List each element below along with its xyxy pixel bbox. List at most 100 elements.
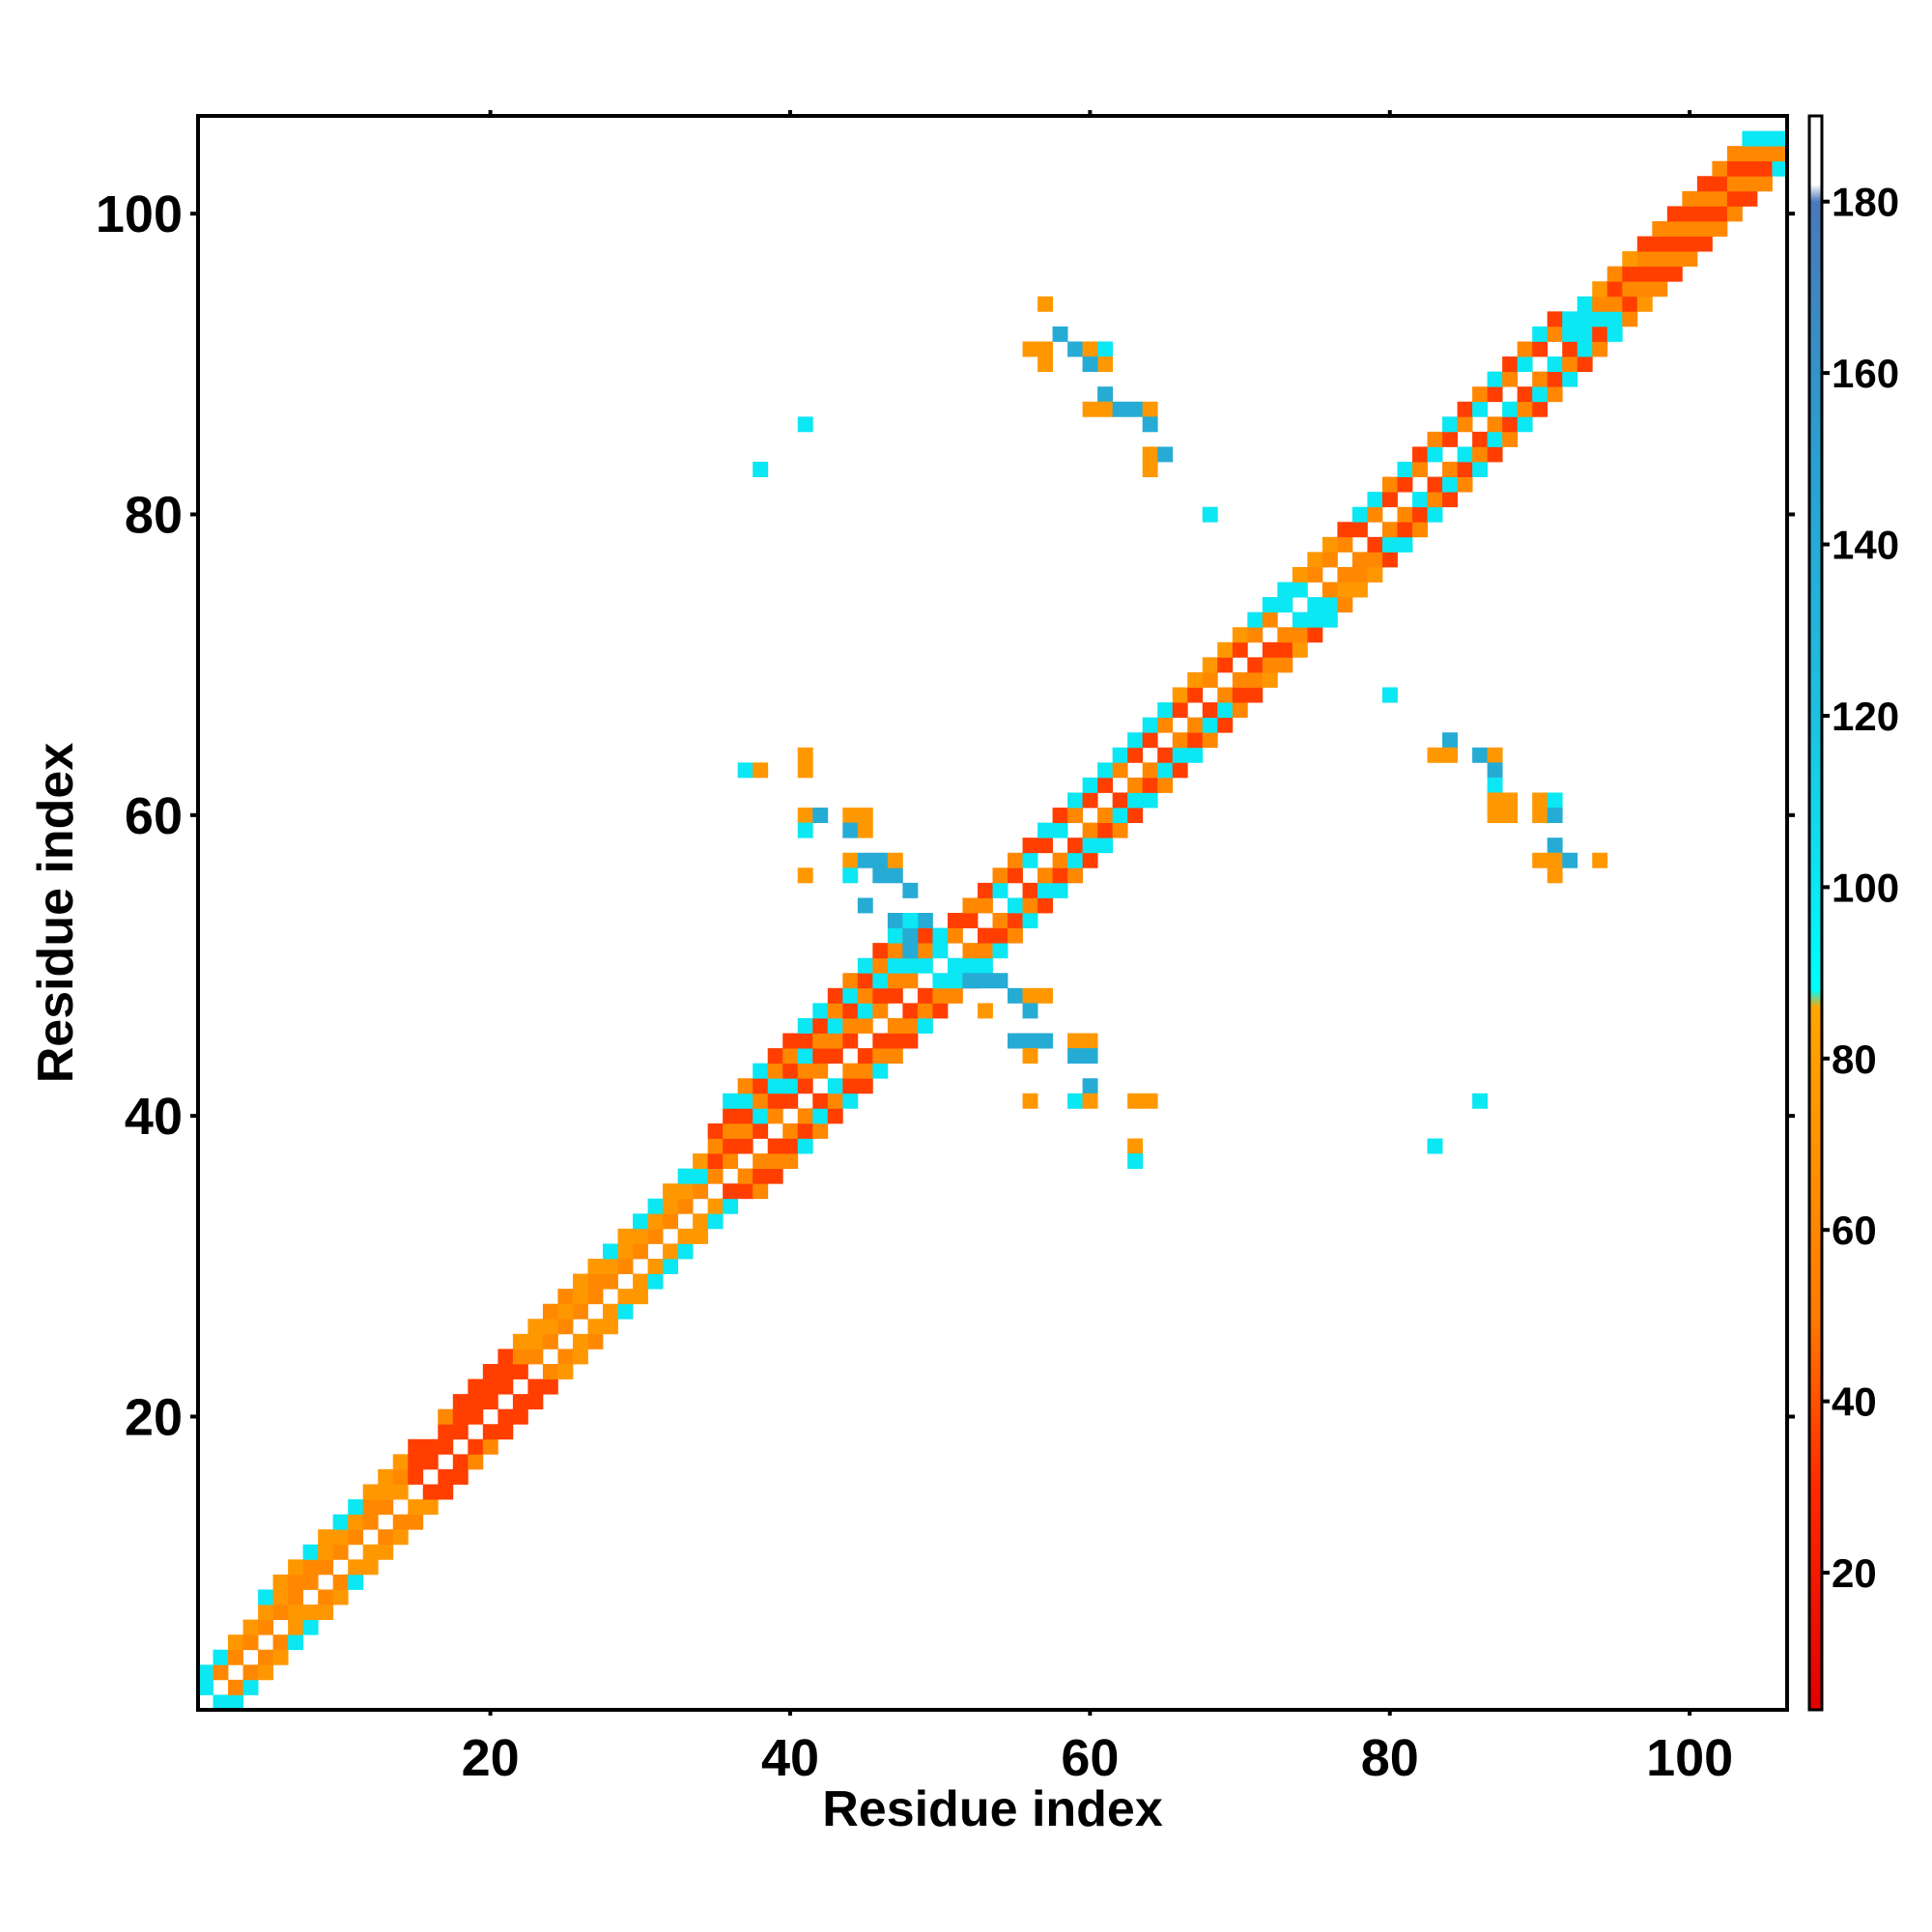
heatmap-cell: [1742, 176, 1758, 192]
heatmap-cell: [1457, 416, 1473, 433]
heatmap-cell: [1412, 522, 1428, 538]
heatmap-cell: [1307, 627, 1323, 643]
heatmap-cell: [1472, 747, 1489, 763]
heatmap-cell: [318, 1544, 334, 1560]
heatmap-cell: [902, 1017, 919, 1034]
heatmap-cell: [737, 762, 753, 779]
heatmap-cell: [827, 1108, 843, 1124]
heatmap-cell: [1037, 882, 1053, 898]
heatmap-cell: [1606, 281, 1623, 298]
heatmap-cell: [1351, 566, 1368, 582]
heatmap-cell: [1412, 462, 1428, 477]
heatmap-cell: [1022, 1093, 1038, 1109]
heatmap-cell: [512, 1349, 528, 1365]
heatmap-cell: [213, 1649, 229, 1665]
heatmap-cell: [947, 957, 963, 974]
heatmap-cell: [767, 1048, 783, 1065]
heatmap-cell: [242, 1619, 259, 1635]
heatmap-cell: [677, 1198, 694, 1214]
y-tick-label: 80: [125, 487, 183, 545]
heatmap-cell: [677, 1228, 694, 1244]
heatmap-cell: [1052, 808, 1068, 824]
heatmap-cell: [1367, 566, 1383, 582]
heatmap-cell: [707, 1198, 724, 1214]
heatmap-cell: [1427, 446, 1443, 463]
heatmap-cell: [1112, 747, 1128, 763]
heatmap-cell: [1112, 792, 1128, 809]
heatmap-cell: [1606, 326, 1623, 342]
heatmap-cell: [1351, 552, 1368, 568]
heatmap-cell: [1517, 416, 1533, 433]
heatmap-cell: [812, 1063, 829, 1079]
heatmap-cell: [362, 1484, 379, 1500]
heatmap-cell: [797, 762, 813, 779]
heatmap-cell: [992, 913, 1009, 928]
heatmap-cell: [438, 1468, 454, 1485]
heatmap-cell: [827, 1033, 843, 1049]
heatmap-cell: [332, 1544, 349, 1560]
heatmap-cell: [647, 1198, 664, 1214]
heatmap-cell: [1321, 536, 1338, 553]
heatmap-cell: [693, 1153, 709, 1170]
heatmap-cell: [1067, 792, 1084, 809]
heatmap-cell: [1067, 1048, 1084, 1065]
heatmap-cell: [587, 1319, 604, 1335]
heatmap-cell: [1097, 777, 1114, 793]
heatmap-cell: [1562, 852, 1578, 868]
heatmap-cell: [1097, 386, 1114, 403]
heatmap-cell: [797, 1063, 813, 1079]
heatmap-cell: [1696, 190, 1713, 207]
heatmap-cell: [723, 1183, 739, 1200]
heatmap-cell: [272, 1634, 289, 1651]
heatmap-cell: [1157, 702, 1174, 719]
heatmap-cell: [1262, 657, 1278, 673]
heatmap-cell: [1157, 446, 1174, 463]
heatmap-cell: [408, 1454, 424, 1470]
heatmap-cell: [1652, 281, 1668, 298]
heatmap-cell: [272, 1574, 289, 1590]
heatmap-cell: [1067, 1093, 1084, 1109]
heatmap-cell: [302, 1574, 319, 1590]
heatmap-cell: [1202, 732, 1218, 749]
heatmap-cell: [497, 1378, 514, 1395]
heatmap-cell: [902, 943, 919, 959]
heatmap-cell: [1142, 717, 1158, 733]
heatmap-cell: [887, 957, 903, 974]
heatmap-cell: [603, 1243, 618, 1260]
heatmap-cell: [872, 867, 889, 884]
heatmap-cell: [1442, 416, 1458, 433]
heatmap-cell: [1666, 236, 1683, 252]
heatmap-cell: [1577, 356, 1593, 373]
heatmap-cell: [422, 1484, 439, 1500]
heatmap-cell: [1187, 671, 1204, 688]
heatmap-cell: [258, 1589, 273, 1605]
heatmap-cell: [932, 943, 949, 959]
heatmap-cell: [1217, 702, 1234, 719]
heatmap-cell: [1592, 296, 1608, 312]
heatmap-cell: [797, 1138, 813, 1154]
heatmap-cell: [797, 1108, 813, 1124]
heatmap-cell: [1442, 492, 1458, 508]
heatmap-cell: [1082, 1033, 1098, 1049]
heatmap-cell: [812, 808, 829, 824]
heatmap-cell: [572, 1333, 588, 1350]
heatmap-cell: [302, 1559, 319, 1576]
heatmap-cell: [482, 1394, 498, 1410]
heatmap-cell: [288, 1589, 304, 1605]
heatmap-cell: [1547, 386, 1563, 403]
heatmap-cell: [1622, 266, 1638, 282]
heatmap-cell: [438, 1484, 454, 1500]
heatmap-cell: [1517, 356, 1533, 373]
heatmap-cell: [1082, 1048, 1098, 1065]
heatmap-cell: [512, 1394, 528, 1410]
heatmap-cell: [1082, 401, 1098, 417]
heatmap-cell: [1517, 386, 1533, 403]
heatmap-cell: [1008, 927, 1023, 944]
heatmap-cell: [378, 1544, 394, 1560]
heatmap-cell: [1427, 747, 1443, 763]
heatmap-cell: [1142, 777, 1158, 793]
heatmap-cell: [812, 1033, 829, 1049]
heatmap-cell: [1547, 838, 1563, 854]
heatmap-cell: [1772, 130, 1788, 147]
heatmap-cell: [288, 1574, 304, 1590]
